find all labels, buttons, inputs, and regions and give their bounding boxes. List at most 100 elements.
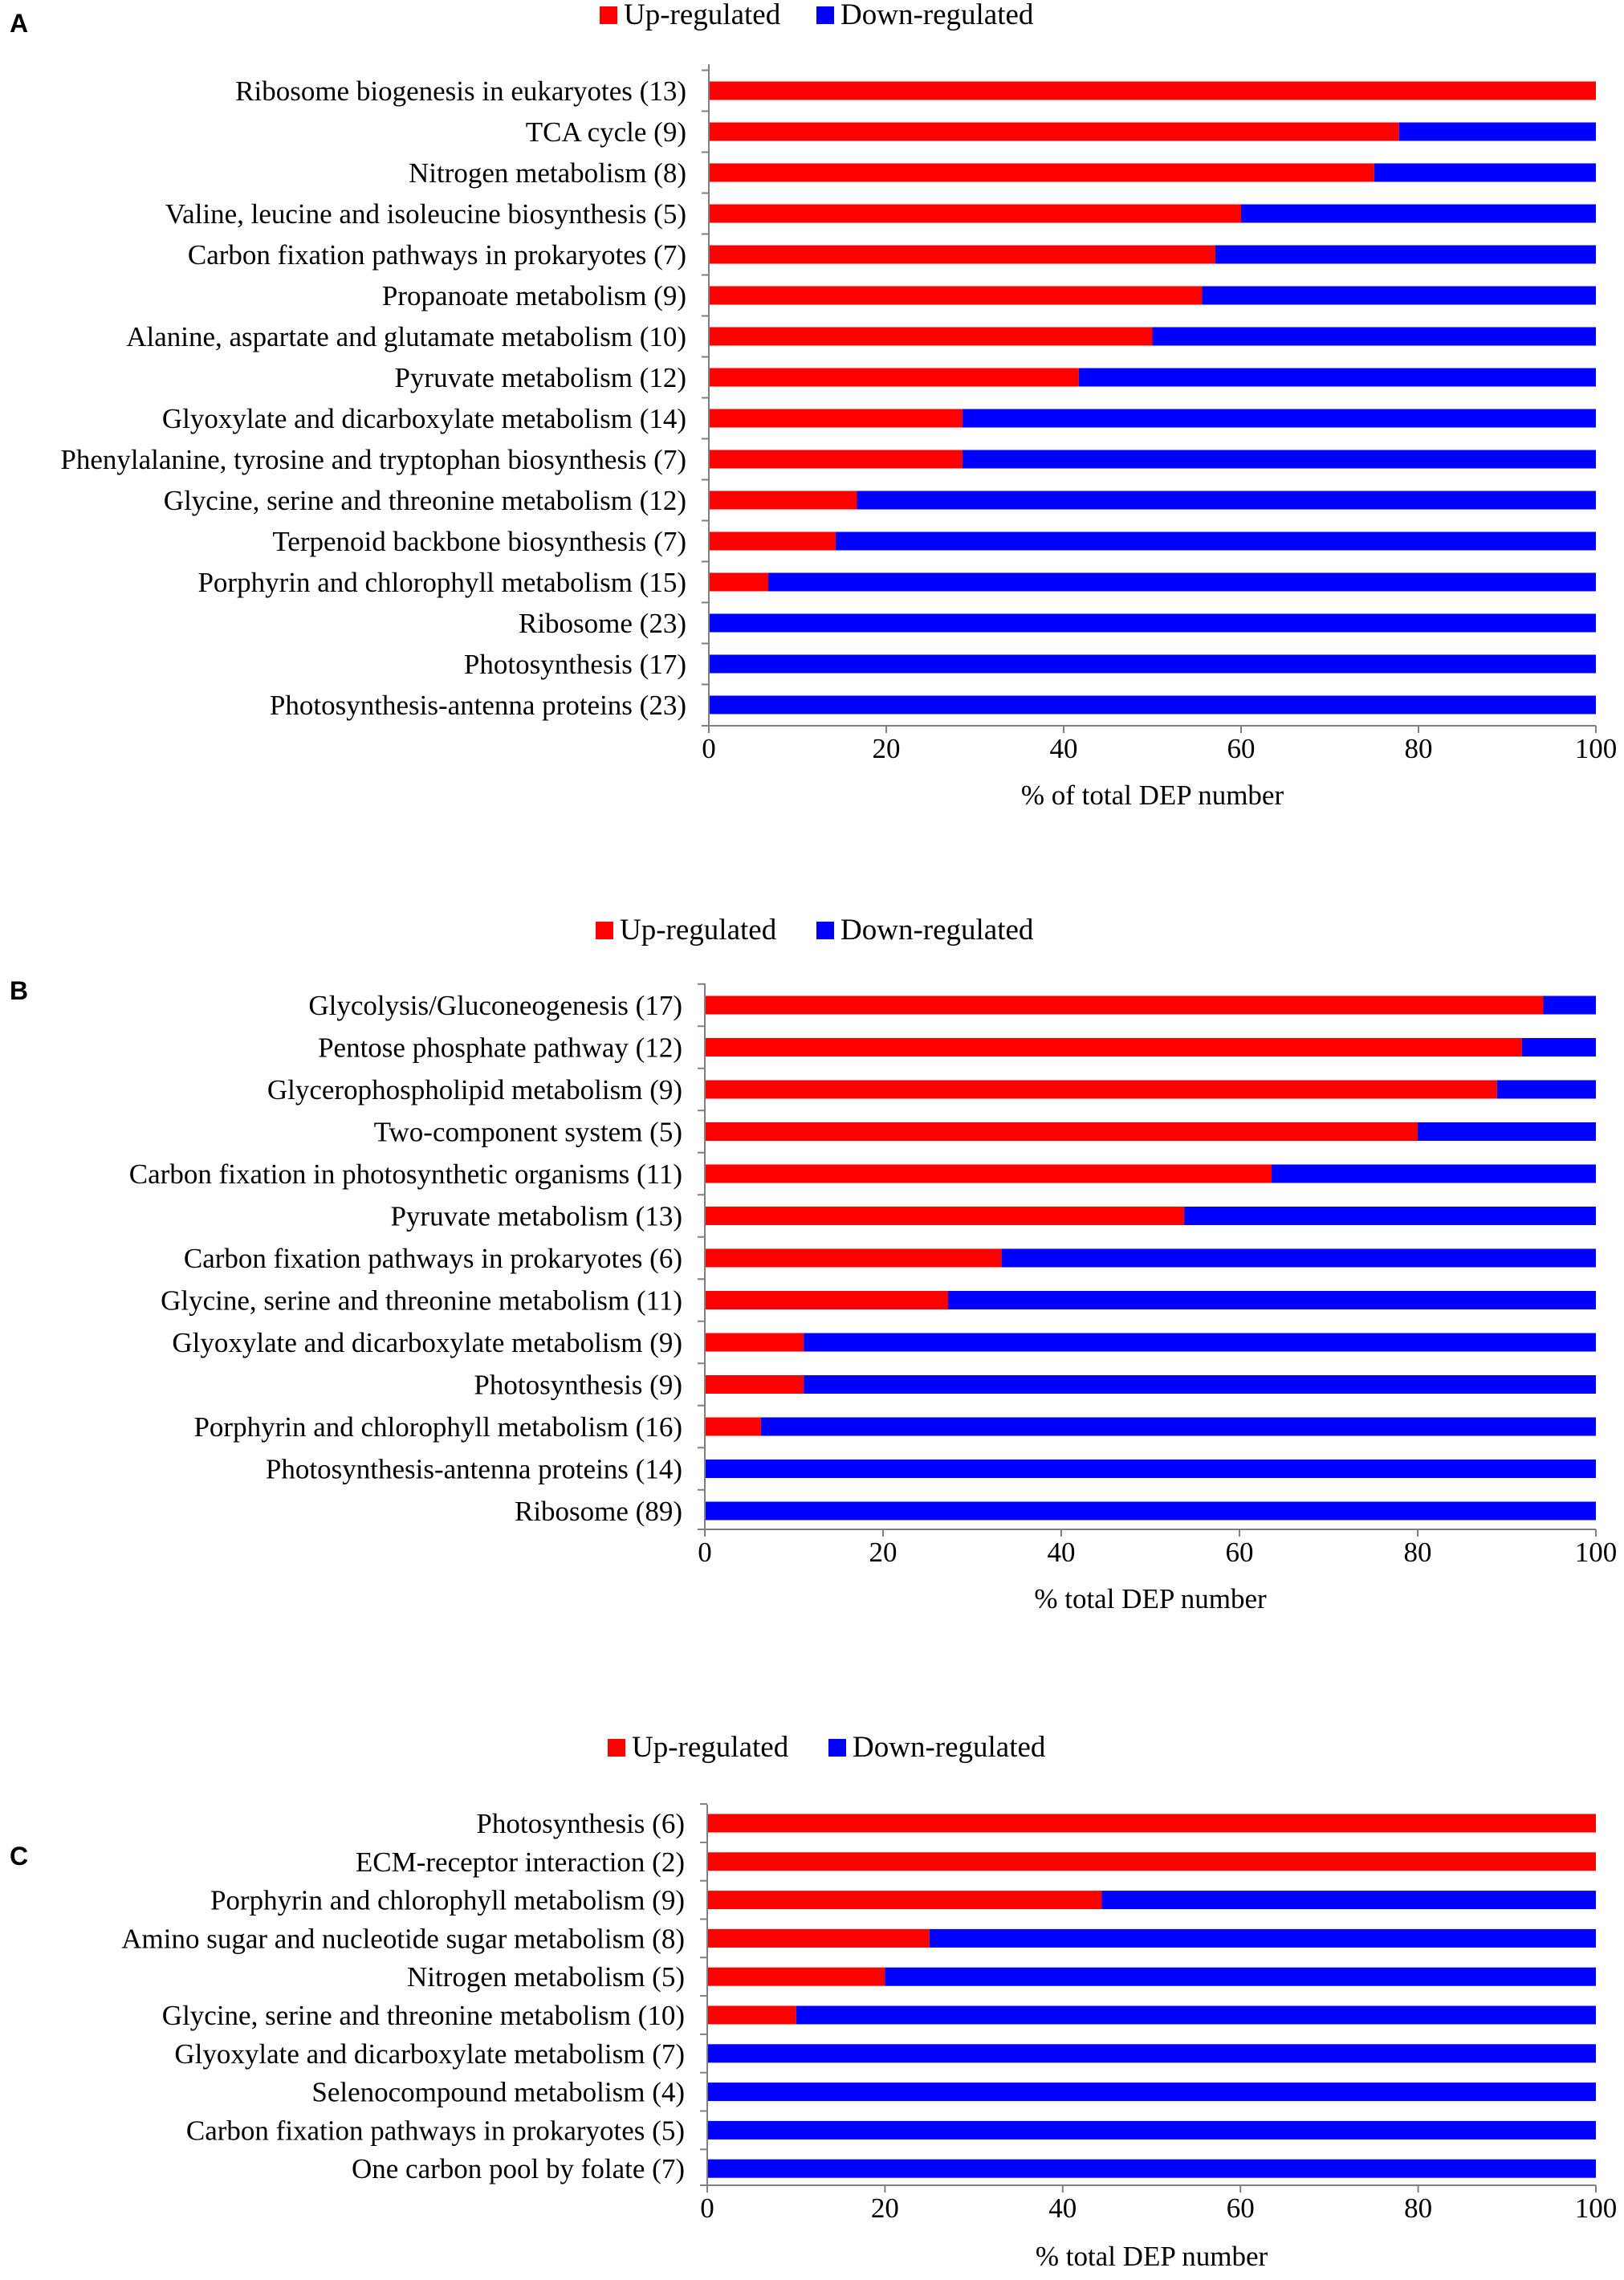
bar-up-regulated — [709, 245, 1215, 264]
bar-up-regulated — [707, 1852, 1596, 1871]
x-tick-label: 0 — [700, 2192, 714, 2224]
x-tick-label: 100 — [1575, 733, 1618, 764]
bar-down-regulated — [707, 2120, 1596, 2140]
bar-down-regulated — [1184, 1207, 1596, 1225]
bar-down-regulated — [1078, 368, 1596, 387]
panel-a-chart: A Up-regulated Down-regulated Ribosome biog… — [10, 0, 1617, 811]
bar-down-regulated — [707, 2159, 1596, 2178]
x-tick-label: 60 — [1226, 1537, 1254, 1568]
category-label: Glycine, serine and threonine metabolism… — [161, 1285, 682, 1317]
bar-up-regulated — [707, 1928, 930, 1948]
category-label: Photosynthesis-antenna proteins (23) — [270, 690, 686, 721]
panel-b-chart: B Up-regulated Down-regulated Glycolysis/Gl… — [10, 914, 1617, 1614]
bar-down-regulated — [1101, 1891, 1596, 1910]
category-label: Amino sugar and nucleotide sugar metabol… — [121, 1923, 685, 1954]
category-label: Terpenoid backbone biosynthesis (7) — [272, 526, 686, 557]
panel-c-chart: C Up-regulated Down-regulated Photosynthesi… — [10, 1731, 1617, 2272]
x-tick-label: 20 — [869, 1537, 897, 1568]
bar-down-regulated — [963, 409, 1596, 428]
x-tick-label: 60 — [1227, 2192, 1255, 2224]
legend-down-label: Down-regulated — [840, 914, 1034, 947]
legend-down-swatch — [816, 6, 834, 24]
legend-down-swatch — [816, 922, 834, 939]
bar-down-regulated — [857, 491, 1596, 510]
category-label: Carbon fixation pathways in prokaryotes … — [186, 2115, 685, 2146]
bar-up-regulated — [709, 327, 1153, 346]
bar-down-regulated — [885, 1967, 1596, 1986]
category-label: Photosynthesis (17) — [464, 649, 686, 680]
bar-up-regulated — [705, 1207, 1185, 1225]
category-label: Photosynthesis (9) — [474, 1370, 682, 1401]
bar-down-regulated — [707, 2083, 1596, 2102]
x-axis-label: % total DEP number — [1036, 2241, 1268, 2272]
category-label: Pyruvate metabolism (13) — [390, 1201, 682, 1232]
bar-down-regulated — [709, 613, 1596, 633]
x-tick-label: 40 — [1050, 733, 1078, 764]
legend-up-swatch — [600, 6, 617, 24]
bar-down-regulated — [1215, 245, 1596, 264]
category-label: Pyruvate metabolism (12) — [394, 362, 686, 393]
bar-down-regulated — [1418, 1122, 1596, 1141]
category-label: Two-component system (5) — [374, 1117, 682, 1148]
bar-up-regulated — [707, 2005, 796, 2025]
bar-up-regulated — [709, 81, 1596, 100]
bar-up-regulated — [705, 995, 1544, 1015]
category-label: Valine, leucine and isoleucine biosynthe… — [165, 198, 686, 230]
bar-up-regulated — [709, 368, 1079, 387]
panel-letter: B — [10, 976, 28, 1005]
bar-up-regulated — [705, 1080, 1497, 1099]
x-tick-label: 40 — [1048, 2192, 1077, 2224]
bar-up-regulated — [709, 286, 1203, 305]
category-label: Nitrogen metabolism (8) — [409, 157, 686, 189]
bar-down-regulated — [760, 1417, 1597, 1436]
category-label: Photosynthesis (6) — [476, 1808, 685, 1839]
bar-up-regulated — [705, 1164, 1272, 1183]
bar-up-regulated — [705, 1038, 1522, 1057]
x-tick-label: 80 — [1405, 733, 1433, 764]
x-tick-label: 100 — [1575, 1537, 1618, 1568]
bar-down-regulated — [804, 1333, 1596, 1352]
panel-letter: C — [10, 1842, 28, 1871]
category-label: Glycolysis/Gluconeogenesis (17) — [308, 990, 682, 1021]
legend-up-swatch — [596, 922, 613, 939]
bar-up-regulated — [709, 531, 836, 551]
legend-up-swatch — [608, 1739, 625, 1757]
x-tick-label: 0 — [702, 733, 716, 764]
category-label: Carbon fixation pathways in prokaryotes … — [188, 239, 686, 271]
bar-down-regulated — [705, 1460, 1596, 1478]
x-tick-label: 20 — [873, 733, 901, 764]
bar-up-regulated — [709, 409, 963, 428]
x-tick-label: 100 — [1575, 2192, 1618, 2224]
bar-up-regulated — [705, 1291, 949, 1309]
bar-down-regulated — [707, 2044, 1596, 2063]
bar-up-regulated — [709, 163, 1374, 182]
legend-up-label: Up-regulated — [632, 1731, 789, 1764]
category-label: Porphyrin and chlorophyll metabolism (15… — [197, 567, 686, 598]
category-label: Glycine, serine and threonine metabolism… — [164, 485, 686, 516]
bar-up-regulated — [705, 1248, 1002, 1268]
category-label: Alanine, aspartate and glutamate metabol… — [126, 321, 686, 352]
category-label: Glyoxylate and dicarboxylate metabolism … — [172, 1327, 682, 1358]
bar-down-regulated — [1496, 1080, 1596, 1099]
bar-down-regulated — [963, 450, 1596, 469]
bar-up-regulated — [709, 122, 1399, 141]
bar-down-regulated — [1152, 327, 1596, 346]
panel-letter: A — [10, 9, 28, 38]
bar-down-regulated — [1543, 995, 1596, 1015]
category-label: Glyoxylate and dicarboxylate metabolism … — [174, 2038, 685, 2070]
category-label: TCA cycle (9) — [526, 116, 686, 148]
bar-up-regulated — [709, 450, 963, 469]
category-label: Phenylalanine, tyrosine and tryptophan b… — [60, 444, 686, 475]
bar-down-regulated — [1398, 122, 1596, 141]
bar-down-regulated — [709, 695, 1596, 715]
bar-down-regulated — [948, 1291, 1596, 1309]
category-label: Carbon fixation in photosynthetic organi… — [129, 1158, 682, 1190]
bar-down-regulated — [929, 1928, 1596, 1948]
bar-down-regulated — [1374, 163, 1596, 182]
legend-up-label: Up-regulated — [620, 914, 777, 947]
bar-up-regulated — [709, 572, 769, 592]
bar-up-regulated — [705, 1375, 804, 1394]
category-label: Propanoate metabolism (9) — [382, 280, 686, 311]
x-tick-label: 20 — [871, 2192, 899, 2224]
